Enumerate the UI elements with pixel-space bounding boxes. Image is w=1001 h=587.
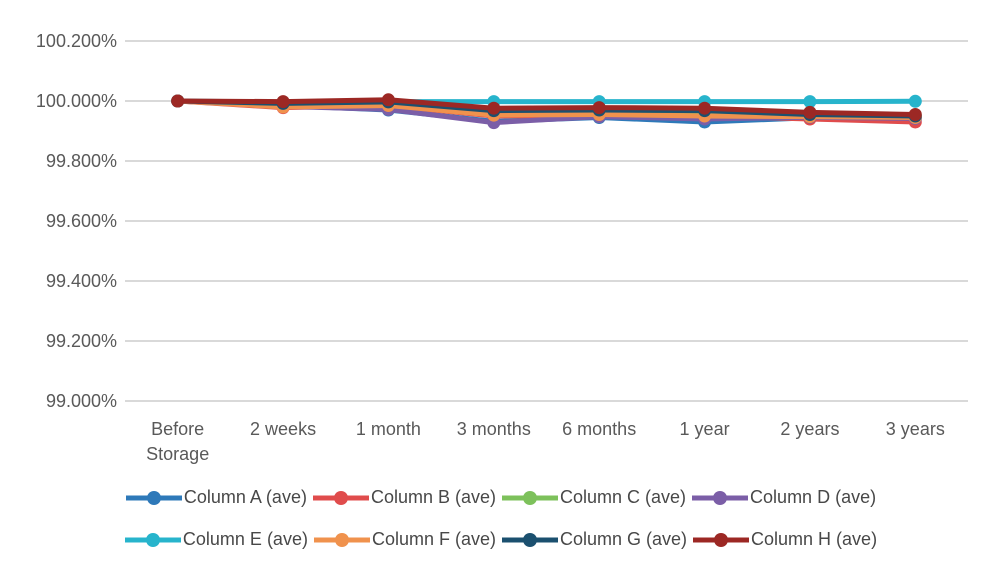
series-marker xyxy=(171,94,185,108)
x-category-label: 1 month xyxy=(355,419,421,439)
legend-marker-icon xyxy=(693,532,750,547)
x-category-label: 1 year xyxy=(679,419,730,439)
legend-item-label: Column E (ave) xyxy=(182,529,308,549)
legend: Column A (ave) Column B (ave) Column C (av… xyxy=(0,487,1001,550)
series-marker xyxy=(487,101,501,115)
legend-marker-icon xyxy=(501,532,558,547)
y-tick-label: 99.800% xyxy=(45,151,117,171)
legend-item-label: Column H (ave) xyxy=(751,529,878,549)
legend-item-label: Column C (ave) xyxy=(560,487,687,507)
legend-marker-icon xyxy=(312,490,369,505)
legend-row: Column A (ave) Column B (ave) Column C (av… xyxy=(125,487,876,508)
legend-marker-icon xyxy=(313,532,370,547)
legend-marker-icon xyxy=(502,490,558,505)
legend-item-label: Column F (ave) xyxy=(371,529,496,549)
legend-marker-icon xyxy=(692,490,749,505)
series-marker xyxy=(908,108,922,121)
series-marker xyxy=(592,101,606,115)
y-tick-label: 100.000% xyxy=(35,91,117,111)
x-category-label: 2 weeks xyxy=(250,419,317,439)
y-tick-label: 99.200% xyxy=(45,331,117,351)
y-tick-label: 100.200% xyxy=(35,31,117,51)
legend-item: Column D (ave) xyxy=(691,487,876,508)
x-category-label: 3 years xyxy=(885,419,945,439)
legend-item: Column C (ave) xyxy=(501,487,686,508)
legend-item-label: Column D (ave) xyxy=(750,487,877,507)
legend-item: Column E (ave) xyxy=(124,529,308,550)
legend-item: Column H (ave) xyxy=(692,529,877,550)
series-line-5 xyxy=(177,98,916,120)
legend-marker-icon xyxy=(124,532,181,547)
legend-marker-icon xyxy=(125,490,182,505)
series-marker xyxy=(276,95,290,109)
y-tick-label: 99.600% xyxy=(45,211,117,231)
legend-item: Column G (ave) xyxy=(501,529,687,550)
series-marker xyxy=(698,101,712,115)
series-marker xyxy=(803,105,817,119)
series-marker xyxy=(803,95,817,109)
series-marker xyxy=(908,94,922,108)
legend-item: Column B (ave) xyxy=(312,487,496,508)
y-tick-label: 99.000% xyxy=(45,391,117,411)
x-category-label: Before Storage xyxy=(146,419,210,464)
series-marker xyxy=(381,93,395,107)
legend-row: Column E (ave) Column F (ave) Column G (av… xyxy=(124,529,877,550)
series-line-7 xyxy=(177,97,916,117)
x-category-label: 6 months xyxy=(562,419,637,439)
y-tick-label: 99.400% xyxy=(45,271,117,291)
legend-item: Column F (ave) xyxy=(313,529,496,550)
legend-item-label: Column A (ave) xyxy=(183,487,307,507)
x-category-label: 3 months xyxy=(456,419,531,439)
x-category-label: 2 years xyxy=(780,419,840,439)
legend-item-label: Column G (ave) xyxy=(559,529,688,549)
legend-item-label: Column B (ave) xyxy=(370,487,496,507)
legend-item: Column A (ave) xyxy=(125,487,307,508)
